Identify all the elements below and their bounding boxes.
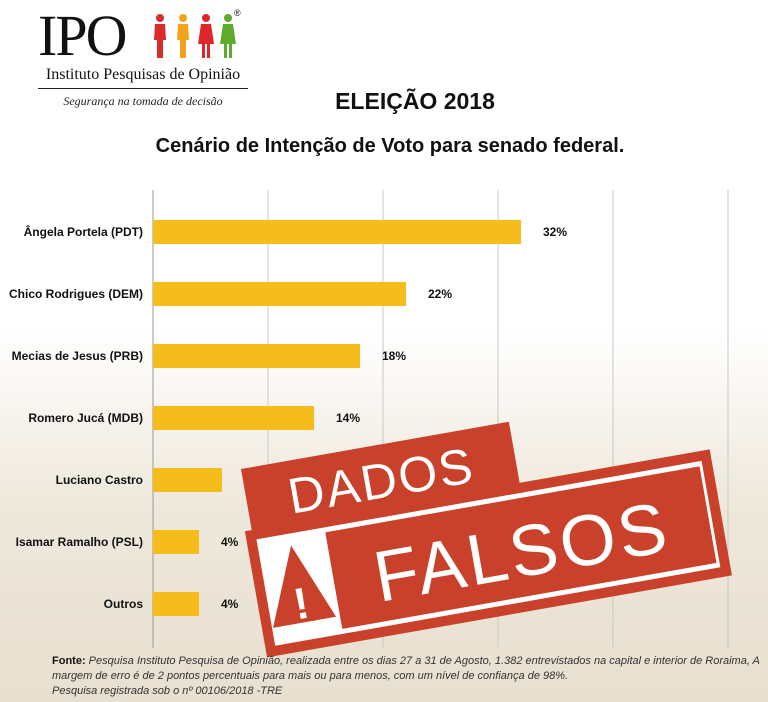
bar bbox=[153, 220, 521, 244]
category-label: Mecias de Jesus (PRB) bbox=[12, 349, 143, 363]
footer-label: Fonte: bbox=[52, 655, 86, 667]
registered-mark: ® bbox=[234, 8, 241, 18]
footer-source: Fonte: Pesquisa Instituto Pesquisa de Op… bbox=[52, 654, 768, 699]
bar bbox=[153, 592, 199, 616]
logo: IPO ® Instituto Pesquisas de Opinião Seg… bbox=[38, 6, 248, 110]
people-icon bbox=[154, 14, 236, 58]
logo-slogan: Segurança na tomada de decisão bbox=[63, 94, 223, 108]
category-label: Isamar Ramalho (PSL) bbox=[16, 535, 143, 549]
footer-registration: Pesquisa registrada sob o nº 00106/2018 … bbox=[52, 685, 283, 697]
category-label: Chico Rodrigues (DEM) bbox=[9, 287, 143, 301]
category-label: Outros bbox=[104, 597, 144, 611]
bar bbox=[153, 406, 314, 430]
bar bbox=[153, 282, 406, 306]
stamp-bottom-band bbox=[325, 466, 717, 629]
category-label: Ângela Portela (PDT) bbox=[24, 224, 143, 239]
stamp-top-band bbox=[240, 421, 522, 538]
bar bbox=[153, 468, 222, 492]
chart-title: ELEIÇÃO 2018 bbox=[335, 88, 495, 114]
chart-bars bbox=[153, 220, 521, 616]
logo-institute-name: Instituto Pesquisas de Opinião bbox=[38, 66, 248, 89]
bar bbox=[153, 344, 360, 368]
footer-text: Pesquisa Instituto Pesquisa de Opinião, … bbox=[52, 655, 760, 682]
category-label: Luciano Castro bbox=[56, 473, 143, 487]
chart-subtitle: Cenário de Intenção de Voto para senado … bbox=[155, 135, 625, 157]
value-label: 4% bbox=[221, 597, 239, 611]
chart-categories: Ângela Portela (PDT) Chico Rodrigues (DEM… bbox=[9, 224, 143, 611]
value-label: 4% bbox=[221, 535, 239, 549]
value-label: 32% bbox=[543, 225, 567, 239]
warning-icon bbox=[273, 545, 337, 628]
value-label: 22% bbox=[428, 287, 452, 301]
value-label: 18% bbox=[382, 349, 406, 363]
bar bbox=[153, 530, 199, 554]
category-label: Romero Jucá (MDB) bbox=[28, 411, 143, 425]
logo-text: IPO bbox=[38, 3, 127, 68]
value-label: 14% bbox=[336, 411, 360, 425]
